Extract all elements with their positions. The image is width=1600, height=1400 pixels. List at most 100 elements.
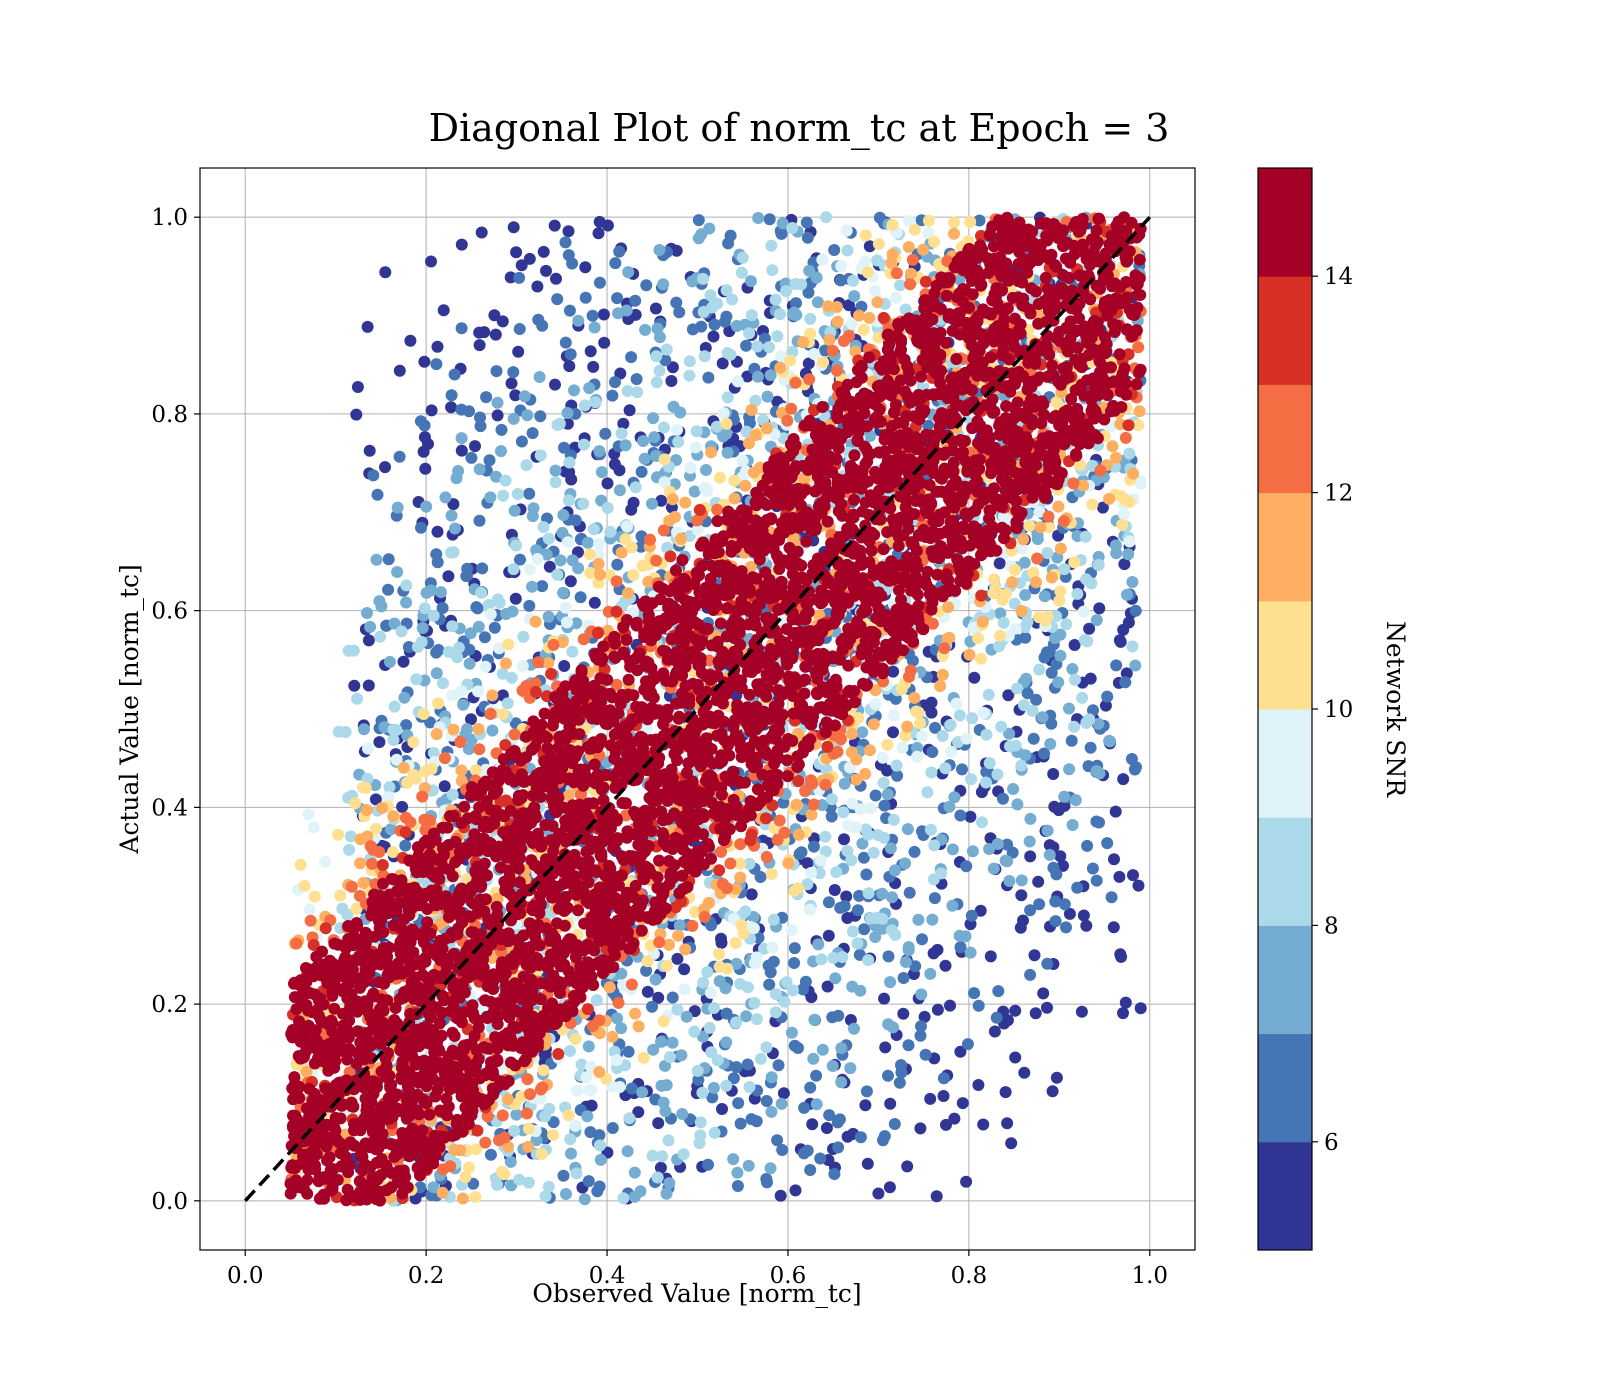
data-point	[438, 780, 451, 793]
data-point	[1031, 552, 1044, 565]
data-point	[523, 252, 536, 265]
data-point	[640, 964, 653, 977]
data-point	[562, 536, 575, 549]
data-point	[939, 959, 952, 972]
data-point	[542, 610, 555, 623]
data-point	[486, 724, 499, 737]
data-point	[1080, 919, 1093, 932]
data-point	[748, 957, 761, 970]
data-point	[670, 296, 683, 309]
data-point	[344, 830, 357, 843]
data-point	[457, 698, 470, 711]
data-point	[570, 1167, 583, 1180]
data-point	[954, 809, 967, 822]
data-point	[375, 600, 388, 613]
data-point	[495, 1165, 508, 1178]
data-point	[452, 465, 465, 477]
data-point	[1109, 805, 1122, 818]
data-point	[759, 812, 772, 825]
data-point	[801, 857, 814, 870]
data-point	[341, 908, 354, 921]
data-point	[446, 620, 459, 633]
data-point	[369, 793, 382, 806]
data-point	[442, 645, 455, 658]
data-point	[807, 798, 820, 811]
data-point	[303, 903, 316, 916]
data-point	[879, 1041, 892, 1054]
data-point	[760, 1095, 773, 1107]
data-point	[730, 957, 743, 970]
data-point	[780, 976, 793, 989]
data-point	[1080, 716, 1093, 729]
data-point	[825, 810, 838, 823]
data-point	[1026, 704, 1039, 717]
data-point	[915, 1020, 927, 1033]
data-point	[896, 741, 909, 754]
data-point	[973, 214, 986, 227]
data-point	[1015, 542, 1028, 555]
data-point	[439, 491, 452, 504]
data-point	[763, 978, 776, 991]
data-point	[675, 532, 687, 545]
data-point	[851, 937, 864, 950]
data-point	[472, 723, 485, 735]
data-point	[869, 789, 882, 802]
data-point	[901, 1160, 914, 1173]
data-point	[1015, 605, 1028, 617]
data-point	[908, 223, 921, 236]
data-point	[635, 465, 648, 478]
data-point	[731, 1180, 744, 1192]
data-point	[950, 697, 963, 710]
data-point	[370, 553, 383, 566]
data-point	[720, 310, 733, 323]
data-point	[708, 318, 721, 331]
data-point	[823, 334, 836, 346]
data-point	[804, 312, 817, 325]
data-point	[679, 943, 692, 956]
data-point	[781, 414, 794, 427]
data-point	[960, 1175, 973, 1188]
data-point	[630, 373, 643, 386]
data-point	[847, 925, 859, 938]
data-point	[837, 806, 850, 819]
data-point	[599, 427, 612, 440]
data-point	[397, 655, 410, 668]
data-point	[713, 864, 726, 877]
data-point	[360, 804, 373, 816]
data-point	[619, 439, 632, 452]
data-point	[776, 217, 789, 230]
data-point	[1024, 968, 1037, 981]
data-point	[612, 996, 625, 1009]
data-point	[463, 405, 475, 418]
data-point	[945, 745, 958, 758]
data-point	[890, 291, 902, 304]
data-point	[582, 1040, 595, 1053]
data-point	[876, 887, 889, 900]
data-point	[662, 1134, 675, 1147]
data-point	[425, 404, 438, 417]
data-point	[579, 261, 592, 274]
data-point	[859, 255, 872, 268]
data-point	[635, 540, 647, 553]
data-point	[501, 1093, 514, 1106]
data-point	[419, 462, 432, 475]
data-point	[1134, 477, 1147, 490]
data-point	[946, 899, 959, 912]
data-point	[713, 947, 726, 960]
data-point	[1066, 663, 1079, 675]
data-point	[828, 244, 841, 256]
data-point	[826, 344, 839, 357]
data-point	[829, 972, 842, 985]
data-point	[731, 1166, 744, 1179]
data-point	[472, 685, 484, 698]
data-point	[765, 1071, 778, 1084]
data-point	[842, 819, 855, 832]
data-point	[513, 271, 526, 284]
data-point	[566, 645, 579, 658]
data-point	[472, 620, 485, 633]
data-point	[569, 1119, 582, 1132]
data-point	[882, 950, 895, 963]
data-point	[488, 621, 501, 634]
data-point	[1117, 1007, 1129, 1020]
data-point	[826, 793, 838, 806]
